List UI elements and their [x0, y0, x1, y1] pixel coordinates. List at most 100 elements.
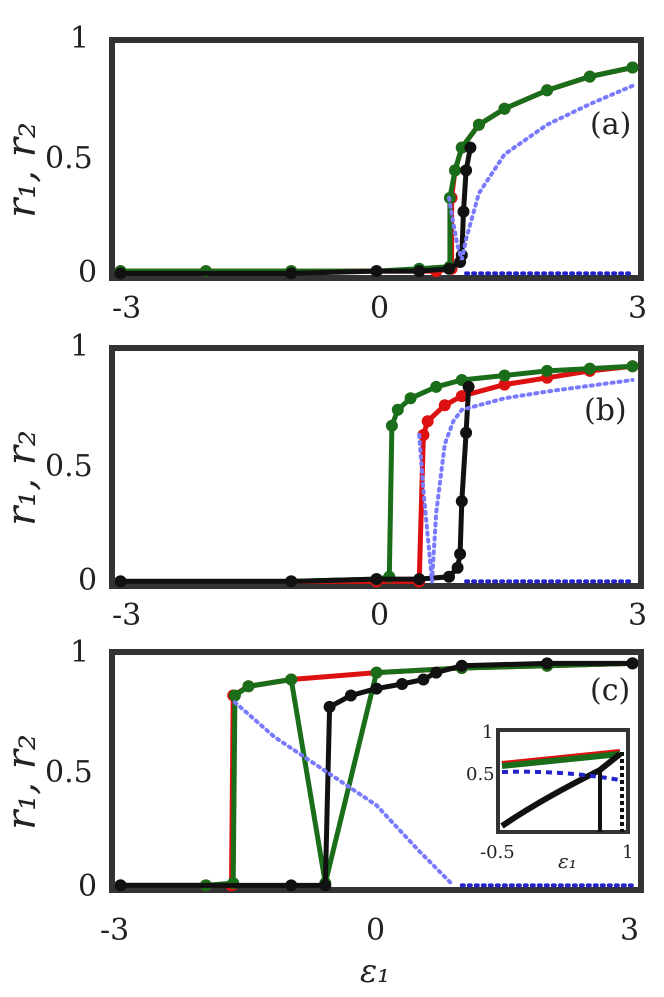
ytick-a-1: 1: [70, 21, 89, 56]
ylabel-b: r₁, r₂: [0, 430, 45, 526]
data-point-2-3-4: [413, 573, 426, 586]
ytick-c-0: 0: [78, 869, 97, 904]
data-point-2-3-9: [460, 426, 473, 439]
ytick-b-1: 1: [70, 329, 89, 364]
data-point-2-1-7: [438, 399, 451, 412]
inset-ytick-1: 1: [482, 722, 493, 743]
data-point-2-3-3: [370, 573, 383, 586]
inset-xlabel: ε₁: [558, 849, 577, 873]
panel-label-a: (a): [590, 107, 631, 142]
data-point-3-3-11: [541, 657, 554, 670]
data-point-1-3-4: [413, 265, 426, 278]
data-point-3-3-2: [285, 879, 298, 892]
xtick-c-0: 0: [366, 913, 385, 948]
ytick-c-1: 1: [70, 635, 89, 670]
inset-c: 1 0.5 -0.5 1 ε₁: [466, 722, 633, 873]
panel-a: 1 0.5 0 -3 0 3 r₁, r₂ (a): [0, 21, 647, 326]
ytick-a-0: 0: [78, 255, 97, 290]
series-line-1-2: [118, 65, 635, 274]
data-point-3-3-4: [323, 700, 336, 713]
ytick-a-0.5: 0.5: [45, 141, 93, 176]
data-point-2-2-11: [541, 364, 554, 377]
data-point-1-3-2: [285, 267, 298, 280]
data-point-1-3-1: [114, 267, 127, 280]
data-point-2-3-7: [454, 548, 467, 560]
data-point-3-3-9: [430, 666, 443, 679]
panel-c: 1 0.5 0 -3 0 3 r₁, r₂ ε₁ (c) 1 0.5 -0.5 …: [0, 635, 644, 990]
inset-xtick-1: 1: [622, 842, 633, 863]
xlabel-c: ε₁: [360, 952, 390, 990]
data-point-2-3-5: [443, 570, 455, 583]
panel-label-b: (b): [584, 393, 627, 428]
series-line-1-1: [118, 65, 635, 274]
data-point-1-2-12: [541, 84, 554, 97]
data-point-2-2-7: [404, 392, 417, 405]
data-point-1-2-9: [455, 141, 468, 154]
data-point-2-2-6: [391, 403, 404, 416]
series-line-1-3: [118, 145, 473, 276]
data-point-1-3-9: [460, 164, 473, 177]
ylabel-a: r₁, r₂: [0, 122, 45, 218]
ytick-b-0: 0: [78, 563, 97, 598]
data-point-2-2-10: [498, 369, 511, 382]
data-point-2-2-13: [626, 360, 639, 373]
ytick-b-0.5: 0.5: [45, 449, 93, 484]
series-line-2-1: [118, 363, 635, 584]
data-point-3-2-6: [285, 673, 298, 686]
data-point-1-2-13: [583, 70, 596, 83]
xtick-b-3: 3: [628, 598, 647, 633]
panel-series-1: [114, 61, 639, 280]
data-point-1-2-8: [449, 164, 461, 177]
inset-xtick--0.5: -0.5: [480, 842, 515, 863]
data-point-2-1-6: [421, 415, 434, 428]
data-point-3-3-8: [417, 673, 430, 686]
data-point-2-2-8: [430, 380, 443, 393]
series-line-1-4: [447, 83, 635, 261]
data-point-3-2-4: [228, 689, 241, 702]
data-point-3-3-12: [626, 657, 639, 670]
series-line-2-3: [118, 384, 472, 584]
data-point-2-3-8: [455, 495, 468, 508]
ytick-c-0.5: 0.5: [45, 755, 93, 790]
data-point-3-3-5: [344, 689, 357, 702]
data-point-3-3-10: [455, 659, 468, 672]
panel-series-2: [114, 360, 639, 588]
xtick-a-3: 3: [628, 291, 647, 326]
data-point-1-3-10: [464, 141, 477, 154]
data-point-3-2-8: [370, 666, 383, 679]
data-point-3-3-3: [319, 879, 332, 892]
panel-series-3: [114, 657, 639, 892]
data-point-1-2-10: [472, 118, 485, 131]
series-line-2-2: [118, 363, 635, 584]
data-point-2-3-6: [451, 561, 464, 574]
data-point-2-2-5: [385, 419, 398, 432]
data-point-1-3-8: [457, 205, 470, 218]
data-point-2-1-9: [498, 378, 511, 391]
data-point-2-3-2: [285, 575, 298, 588]
series-line-2-4: [417, 378, 635, 582]
xtick-a--3: -3: [112, 291, 141, 326]
inset-ytick-0.5: 0.5: [466, 764, 495, 785]
plot-layer: [114, 61, 639, 892]
series-line-3-4: [232, 700, 456, 888]
data-point-3-2-5: [242, 680, 255, 693]
xtick-c-3: 3: [620, 913, 639, 948]
data-point-1-2-11: [498, 102, 511, 115]
xtick-c--3: -3: [100, 913, 129, 948]
data-point-1-3-3: [370, 265, 383, 278]
data-point-2-3-10: [462, 380, 475, 393]
panel-label-c: (c): [590, 673, 630, 708]
data-point-3-3-7: [396, 678, 409, 690]
data-point-1-2-14: [626, 61, 639, 74]
data-point-3-3-1: [114, 879, 127, 892]
xtick-b-0: 0: [370, 598, 389, 633]
data-point-2-3-1: [114, 575, 127, 588]
data-point-1-3-5: [443, 262, 455, 275]
data-point-3-3-6: [370, 682, 383, 695]
xtick-a-0: 0: [370, 291, 389, 326]
data-point-2-1-8: [455, 390, 468, 403]
ylabel-c: r₁, r₂: [0, 734, 45, 830]
data-point-2-2-12: [583, 362, 596, 375]
xtick-b--3: -3: [112, 598, 141, 633]
